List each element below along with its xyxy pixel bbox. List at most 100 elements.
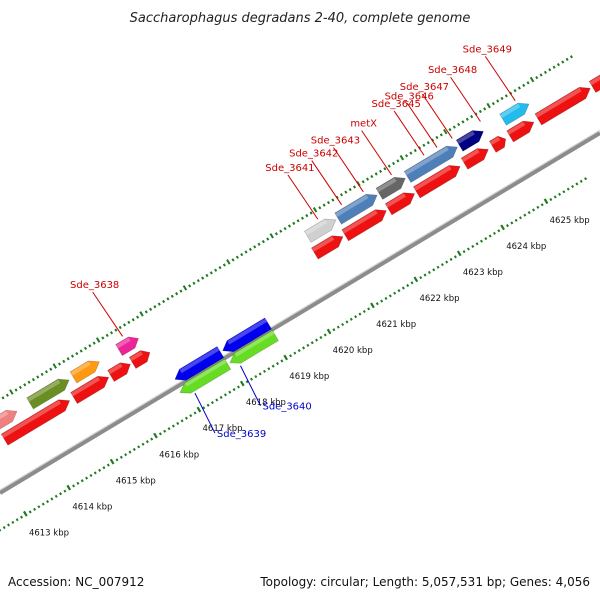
scale-minor-tick	[11, 520, 15, 524]
scale-minor-tick	[271, 364, 275, 368]
scale-minor-tick	[93, 471, 97, 475]
scale-minor-tick	[276, 362, 279, 366]
genome-backbone	[0, 129, 600, 495]
outer-dotted-track	[0, 55, 573, 402]
outer-minor-tick	[44, 370, 48, 374]
gene-label-sde_3641: Sde_3641	[265, 163, 319, 220]
outer-minor-tick	[266, 237, 270, 241]
scale-minor-tick	[401, 286, 405, 290]
scale-major-tick	[370, 302, 375, 309]
scale-minor-tick	[345, 320, 349, 324]
scale-minor-tick	[171, 424, 175, 428]
scale-minor-tick	[119, 455, 123, 459]
outer-minor-tick	[457, 122, 461, 127]
outer-minor-tick	[5, 393, 9, 397]
scale-minor-tick	[72, 484, 76, 488]
outer-minor-tick	[279, 229, 283, 233]
scale-minor-tick	[532, 208, 535, 212]
outer-minor-tick	[196, 279, 200, 283]
scale-minor-tick	[132, 447, 136, 452]
gene-label-sde_3640: Sde_3640	[240, 365, 312, 413]
scale-minor-tick	[423, 273, 427, 277]
outer-minor-tick	[127, 320, 131, 324]
scale-minor-tick	[245, 380, 249, 384]
outer-minor-tick	[192, 281, 196, 285]
outer-minor-tick	[309, 211, 313, 215]
map-title: Saccharophagus degradans 2-40, complete …	[130, 11, 471, 26]
outer-minor-tick	[318, 206, 322, 210]
scale-minor-tick	[124, 453, 128, 457]
scale-minor-tick	[579, 179, 583, 183]
outer-minor-tick	[491, 102, 495, 106]
scale-minor-tick	[115, 458, 119, 462]
cds-red-forward	[588, 74, 600, 93]
outer-major-tick	[95, 337, 101, 343]
outer-minor-tick	[526, 81, 530, 85]
scale-minor-tick	[193, 411, 197, 415]
scale-minor-tick	[388, 294, 392, 298]
scale-minor-tick	[184, 416, 188, 420]
scale-minor-tick	[323, 333, 327, 337]
scale-tick-label: 4625 kbp	[550, 216, 590, 226]
scale-minor-tick	[514, 218, 518, 222]
outer-minor-tick	[118, 325, 122, 330]
scale-minor-tick	[566, 187, 570, 191]
scale-minor-tick	[519, 216, 522, 220]
scale-tick-label: 4620 kbp	[333, 346, 373, 356]
cds-red-forward	[107, 362, 131, 382]
outer-minor-tick	[240, 253, 244, 257]
outer-minor-tick	[170, 294, 174, 298]
outer-minor-tick	[162, 299, 166, 304]
outer-minor-tick	[157, 302, 161, 306]
outer-minor-tick	[539, 73, 543, 77]
outer-minor-tick	[92, 341, 96, 345]
scale-minor-tick	[540, 203, 544, 207]
outer-minor-tick	[110, 331, 114, 335]
outer-minor-tick	[370, 174, 374, 179]
scale-minor-tick	[254, 375, 258, 379]
scale-minor-tick	[315, 338, 319, 342]
outer-minor-tick	[483, 107, 487, 111]
outer-minor-tick	[470, 115, 474, 119]
scale-minor-tick	[367, 307, 371, 311]
scale-minor-tick	[479, 239, 483, 243]
outer-minor-tick	[205, 273, 209, 278]
scale-minor-tick	[145, 440, 149, 444]
cds-red-forward	[488, 135, 507, 153]
gene-label-text: Sde_3640	[262, 402, 311, 413]
outer-minor-tick	[426, 141, 430, 145]
outer-minor-tick	[461, 120, 465, 124]
outer-minor-tick	[379, 169, 383, 173]
scale-minor-tick	[406, 283, 410, 287]
outer-minor-tick	[300, 216, 304, 220]
outer-minor-tick	[136, 315, 140, 319]
outer-minor-tick	[383, 167, 387, 171]
scale-minor-tick	[33, 507, 37, 511]
scale-minor-tick	[332, 328, 336, 332]
outer-minor-tick	[274, 232, 278, 236]
outer-minor-tick	[244, 250, 248, 254]
outer-minor-tick	[561, 60, 565, 64]
scale-major-tick	[23, 510, 28, 517]
outer-minor-tick	[144, 310, 148, 314]
gene-label-sde_3643: Sde_3643	[311, 136, 364, 193]
scale-minor-tick	[471, 244, 475, 248]
scale-minor-tick	[41, 502, 45, 506]
scale-tick-label: 4623 kbp	[463, 268, 503, 278]
scale-minor-tick	[523, 213, 527, 217]
outer-major-tick	[9, 389, 14, 395]
cds-colored-forward	[455, 130, 484, 152]
gene-label-metx: metX	[350, 119, 392, 176]
outer-minor-tick	[548, 68, 552, 72]
outer-minor-tick	[435, 135, 439, 140]
outer-minor-tick	[465, 117, 469, 121]
scale-minor-tick	[267, 367, 271, 371]
scale-minor-tick	[484, 237, 488, 241]
outer-major-tick	[486, 102, 491, 109]
outer-minor-tick	[201, 276, 205, 280]
outer-minor-tick	[361, 180, 365, 184]
scale-major-tick	[66, 484, 72, 491]
scale-minor-tick	[232, 388, 236, 392]
scale-minor-tick	[466, 247, 470, 251]
outer-minor-tick	[452, 125, 456, 129]
